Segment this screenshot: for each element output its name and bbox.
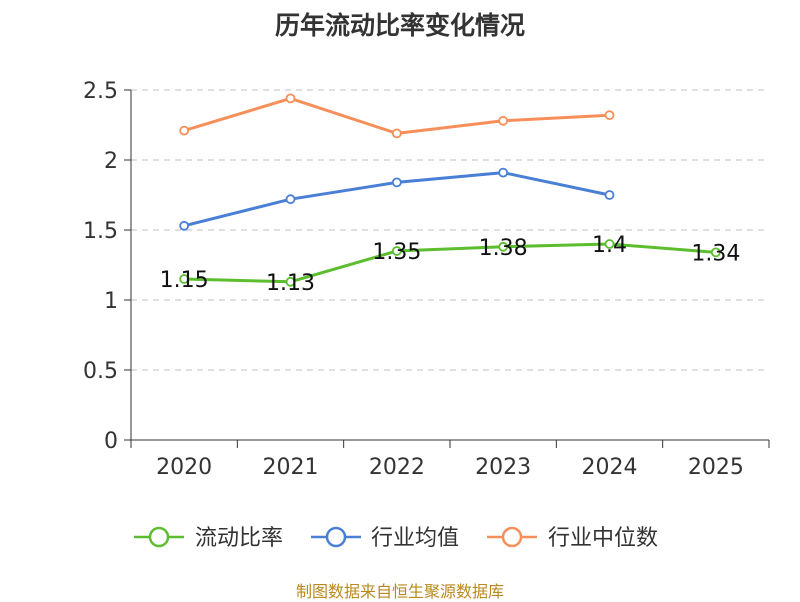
legend: 流动比率 行业均值 行业中位数 [134,526,658,551]
series-line [184,242,716,284]
data-label: 1.13 [266,271,315,296]
data-point[interactable] [285,93,296,104]
y-tick-label: 0 [104,429,118,454]
data-label: 1.34 [691,241,740,266]
x-tick-label: 2020 [156,455,212,480]
data-point[interactable] [285,194,296,205]
axes: 0 0.5 1 1.5 2 2.5 2020 2021 2022 2023 2024 2025 [83,79,770,480]
x-tick-label: 2025 [688,455,744,480]
chart-title: 历年流动比率变化情况 [274,11,525,40]
y-tick-label: 2.5 [83,79,118,104]
legend-marker[interactable] [148,526,170,548]
legend-label[interactable]: 行业均值 [371,526,459,551]
y-tick-label: 1 [104,289,118,314]
x-tick-label: 2021 [263,455,319,480]
legend-label[interactable]: 行业中位数 [548,526,658,551]
y-tick-label: 2 [104,149,118,174]
data-point[interactable] [391,246,402,256]
y-tick-label: 1.5 [83,219,118,244]
data-point[interactable] [179,125,190,136]
data-point[interactable] [604,190,615,200]
data-point[interactable] [498,241,509,252]
data-point[interactable] [285,276,296,287]
legend-marker[interactable] [501,526,523,548]
legend-marker[interactable] [325,526,347,548]
data-label: 1.15 [160,268,209,293]
data-point[interactable] [498,167,509,178]
data-label: 1.35 [372,240,421,265]
grid-lines [131,89,769,371]
legend-label[interactable]: 流动比率 [195,526,283,551]
data-point[interactable] [179,220,190,231]
series-line [183,96,610,135]
data-labels: 1.15 1.13 1.35 1.38 1.4 1.34 [160,233,741,296]
x-tick-label: 2023 [475,455,531,480]
y-tick-label: 0.5 [83,359,118,384]
data-point[interactable] [179,274,190,284]
series-lines [179,93,721,287]
x-tick-label: 2022 [369,455,425,480]
data-label: 1.4 [592,233,627,258]
data-point[interactable] [604,110,615,121]
data-point[interactable] [391,177,402,188]
x-tick-label: 2024 [582,455,638,480]
data-point[interactable] [710,247,721,258]
data-point[interactable] [498,115,509,126]
data-point[interactable] [391,128,402,139]
data-label: 1.38 [479,236,528,261]
data-point[interactable] [604,239,615,249]
source-note: 制图数据来自恒生聚源数据库 [295,582,504,601]
